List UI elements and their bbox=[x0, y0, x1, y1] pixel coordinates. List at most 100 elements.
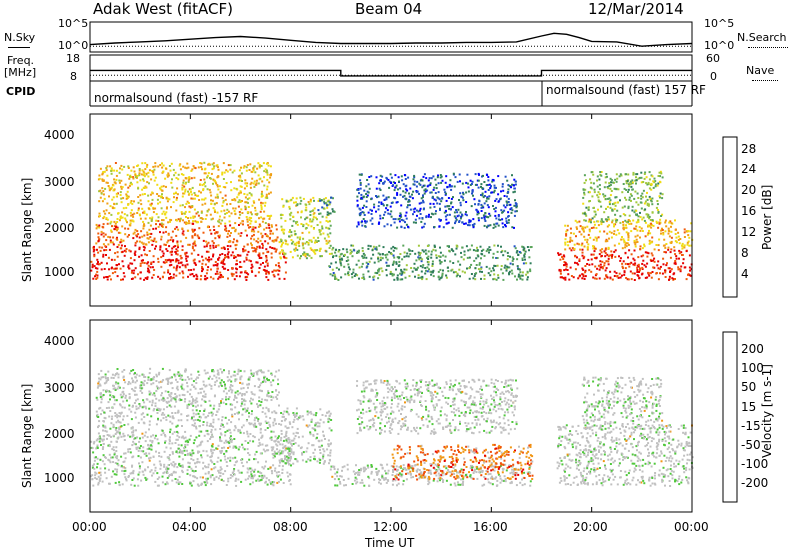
echo-cell bbox=[287, 475, 290, 478]
echo-cell bbox=[621, 191, 624, 194]
echo-cell bbox=[483, 274, 486, 277]
echo-cell bbox=[131, 202, 134, 205]
echo-cell bbox=[145, 478, 148, 481]
echo-cell bbox=[128, 404, 131, 407]
echo-cell bbox=[160, 464, 162, 467]
echo-cell bbox=[454, 271, 457, 273]
echo-cell bbox=[117, 192, 119, 195]
echo-cell bbox=[427, 263, 430, 266]
echo-cell bbox=[218, 221, 221, 224]
echo-cell bbox=[132, 215, 135, 218]
echo-cell bbox=[192, 412, 195, 415]
echo-cell bbox=[641, 218, 644, 221]
echo-cell bbox=[227, 255, 230, 258]
echo-cell bbox=[136, 230, 139, 233]
echo-cell bbox=[451, 268, 454, 271]
echo-cell bbox=[133, 200, 135, 203]
echo-cell bbox=[155, 223, 157, 226]
echo-cell bbox=[125, 206, 128, 209]
echo-cell bbox=[564, 278, 567, 281]
echo-cell bbox=[266, 197, 269, 199]
echo-cell bbox=[171, 474, 173, 477]
echo-cell bbox=[614, 255, 617, 258]
echo-cell bbox=[476, 254, 479, 257]
echo-cell bbox=[288, 231, 291, 233]
echo-cell bbox=[148, 228, 151, 231]
echo-cell bbox=[182, 192, 185, 195]
echo-cell bbox=[251, 265, 254, 268]
echo-cell bbox=[204, 197, 207, 200]
echo-cell bbox=[172, 168, 175, 171]
echo-cell bbox=[123, 460, 126, 463]
echo-cell bbox=[114, 481, 117, 484]
echo-cell bbox=[604, 240, 607, 243]
echo-cell bbox=[635, 238, 638, 241]
echo-cell bbox=[260, 193, 263, 195]
echo-cell bbox=[229, 386, 232, 389]
echo-cell bbox=[649, 241, 652, 244]
echo-cell bbox=[155, 450, 157, 453]
echo-cell bbox=[194, 263, 197, 266]
echo-cell bbox=[604, 181, 607, 184]
echo-cell bbox=[418, 202, 421, 205]
echo-cell bbox=[609, 270, 612, 273]
echo-cell bbox=[188, 222, 191, 225]
echo-cell bbox=[687, 230, 690, 233]
echo-cell bbox=[652, 266, 655, 269]
echo-cell bbox=[487, 189, 490, 191]
velocity-heatmap bbox=[90, 367, 694, 487]
echo-cell bbox=[136, 398, 139, 401]
echo-cell bbox=[599, 266, 602, 269]
echo-cell bbox=[135, 373, 138, 376]
echo-cell bbox=[576, 262, 578, 265]
echo-cell bbox=[137, 446, 140, 449]
echo-cell bbox=[482, 248, 485, 251]
echo-cell bbox=[592, 182, 595, 185]
echo-cell bbox=[125, 219, 128, 222]
echo-cell bbox=[132, 237, 135, 240]
echo-cell bbox=[507, 219, 510, 222]
echo-cell bbox=[111, 373, 114, 376]
echo-cell bbox=[114, 222, 117, 225]
echo-cell bbox=[177, 246, 179, 249]
echo-cell bbox=[667, 246, 670, 249]
echo-cell bbox=[494, 225, 497, 228]
echo-cell bbox=[599, 260, 602, 263]
echo-cell bbox=[110, 213, 113, 216]
echo-cell bbox=[127, 227, 130, 230]
echo-cell bbox=[143, 212, 146, 215]
echo-cell bbox=[639, 245, 642, 248]
echo-cell bbox=[146, 413, 149, 416]
echo-cell bbox=[114, 252, 117, 255]
echo-cell bbox=[636, 173, 639, 176]
echo-cell bbox=[437, 255, 440, 258]
echo-cell bbox=[128, 408, 131, 411]
echo-cell bbox=[154, 466, 157, 469]
echo-cell bbox=[623, 205, 626, 208]
echo-cell bbox=[480, 206, 483, 209]
echo-cell bbox=[139, 386, 142, 389]
echo-cell bbox=[257, 230, 260, 233]
echo-cell bbox=[483, 181, 486, 183]
echo-cell bbox=[673, 262, 676, 265]
echo-cell bbox=[99, 438, 102, 441]
echo-cell bbox=[296, 220, 299, 223]
echo-cell bbox=[415, 209, 418, 212]
echo-cell bbox=[668, 235, 671, 238]
echo-cell bbox=[244, 478, 247, 481]
echo-cell bbox=[155, 245, 157, 248]
echo-cell bbox=[206, 371, 209, 374]
echo-cell bbox=[670, 268, 673, 271]
echo-cell bbox=[557, 252, 560, 255]
echo-cell bbox=[133, 442, 136, 445]
echo-cell bbox=[250, 413, 253, 416]
echo-cell bbox=[264, 240, 267, 243]
echo-cell bbox=[672, 273, 675, 276]
echo-cell bbox=[159, 201, 162, 204]
echo-cell bbox=[399, 212, 402, 215]
echo-cell bbox=[497, 218, 500, 221]
echo-cell bbox=[127, 203, 129, 206]
echo-cell bbox=[600, 174, 603, 177]
echo-cell bbox=[189, 482, 192, 485]
echo-cell bbox=[159, 231, 161, 234]
